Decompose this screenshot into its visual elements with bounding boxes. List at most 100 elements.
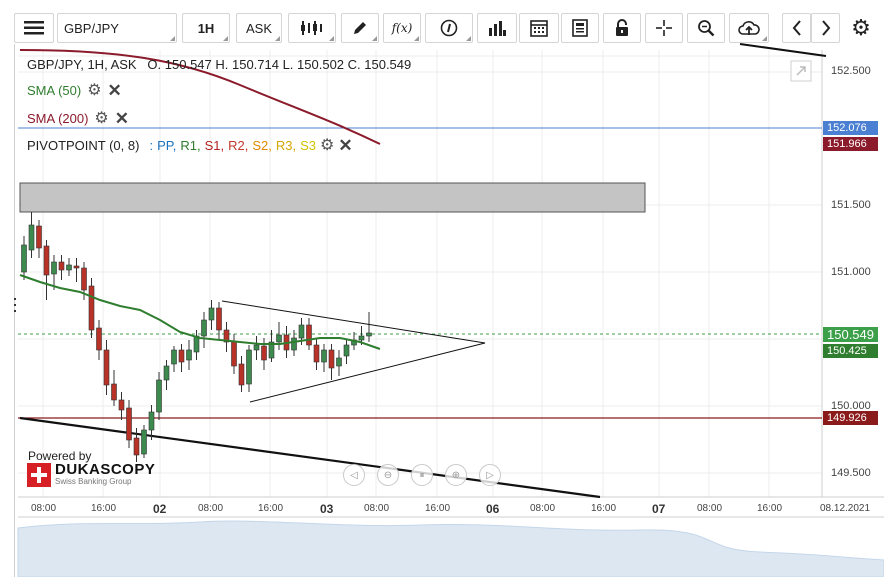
panel-handle-icon [14,298,16,312]
close-icon[interactable]: ✕ [338,135,353,155]
gear-icon[interactable]: ⚙ [87,81,102,99]
indicators-button[interactable]: f(x) [383,13,421,43]
pivot-item: R2, [228,138,249,153]
chart-toolbar: GBP/JPY 1H ASK f(x) ⚙ [0,0,884,44]
candle-body [163,365,170,381]
x-tick-label: 08:00 [31,503,57,514]
sma200-label: SMA (200) [27,111,89,126]
pivot-legend: PIVOTPOINT (0, 8) : PP, R1, S1, R2, S2, R3, S3… [27,135,353,155]
ohlc-text: GBP/JPY, 1H, ASK O. 150.547 H. 150.714 L… [27,57,412,72]
chart-type-button[interactable] [288,13,336,43]
volume-button[interactable] [477,13,517,43]
info-button[interactable] [425,13,473,43]
pivot-label: PIVOTPOINT (0, 8) [27,138,140,153]
candle-body [366,332,372,337]
scroll-forward-button[interactable]: ▷ [479,464,501,486]
instrument-selector[interactable]: GBP/JPY [57,13,177,43]
candle-body [118,399,125,411]
pivot-item: S3 [300,138,316,153]
lock-button[interactable] [603,13,641,43]
sma200-price-tag: 151.966 [823,137,878,151]
candle-body [178,349,185,363]
candle-body [231,341,237,367]
crosshair-button[interactable] [645,13,683,43]
calendar-button[interactable] [519,13,559,43]
sma50-legend: SMA (50) ⚙ ✕ [27,80,122,100]
scroll-back-button[interactable]: ◁ [343,464,365,486]
scroll-left-button[interactable] [782,13,811,43]
close-icon[interactable]: ✕ [107,80,122,100]
volume-area [17,520,884,577]
cloud-upload-icon [738,21,760,35]
menu-button[interactable] [14,13,54,43]
zoom-in-icon: ⊕ [451,469,461,481]
scroll-right-button[interactable] [811,13,840,43]
timeframe-selector[interactable]: 1H [182,13,230,43]
drawing-tools-button[interactable] [341,13,379,43]
upload-button[interactable] [729,13,769,43]
candle-body [96,327,102,351]
reset-view-button[interactable]: ⏸ [411,464,433,486]
x-tick-label: 08:00 [198,503,224,514]
instrument-label: GBP/JPY [64,20,119,36]
chevron-right-icon [821,20,830,36]
report-button[interactable] [561,13,599,43]
maximize-icon [790,60,812,82]
y-tick-label: 150.000 [831,400,871,412]
calendar-icon [530,20,548,37]
dukascopy-logo: DUKASCOPY Swiss Banking Group [27,462,155,487]
brand-tagline: Swiss Banking Group [55,477,132,486]
x-tick-label: 08:00 [364,503,390,514]
candle-body [321,349,327,363]
x-tick-label: 16:00 [91,503,117,514]
candle-body [336,357,342,367]
side-selector[interactable]: ASK [236,13,282,43]
x-tick-label-day: 02 [153,502,167,516]
gear-icon[interactable]: ⚙ [320,136,335,154]
sma200-legend: SMA (200) ⚙ ✕ [27,108,130,128]
x-tick-label: 08:00 [697,503,723,514]
candle-body [276,334,282,343]
ohlc-legend: GBP/JPY, 1H, ASK O. 150.547 H. 150.714 L… [27,57,411,72]
candle-body [358,335,365,341]
candle-body [81,267,87,291]
candle-body [88,285,95,331]
zoom-in-button[interactable]: ⊕ [445,464,467,486]
gear-icon[interactable]: ⚙ [94,109,109,127]
resistance-zone [19,182,646,213]
reset-icon: ⏸ [419,469,425,481]
candle-body [291,337,297,351]
settings-button[interactable]: ⚙ [846,13,876,43]
chart-grid [18,50,822,497]
candle-body [216,307,222,331]
candle-body [343,344,350,357]
y-tick-label: 149.500 [831,467,871,479]
pivot-item: S1, [204,138,225,153]
zoom-button[interactable] [687,13,725,43]
close-icon[interactable]: ✕ [114,108,130,128]
menu-icon [24,21,44,35]
bar-chart-icon [489,21,506,36]
candle-body [21,244,27,273]
triangle-pattern [221,300,486,403]
pivot-item: R3, [275,138,297,153]
zoom-icon [698,20,715,37]
x-tick-label: 16:00 [757,503,783,514]
pivot-item: R1, [180,138,201,153]
candle-body [298,324,305,339]
pivot-item: PP, [157,138,177,153]
y-tick-label: 152.500 [831,65,871,77]
sma50-label: SMA (50) [27,83,82,98]
candle-body [186,349,192,361]
candle-body [223,329,230,343]
zoom-out-icon: ⊖ [383,469,393,481]
y-tick-label: 151.500 [831,199,871,211]
powered-by-label: Powered by [28,449,92,463]
candle-body [103,349,110,386]
candle-body [111,383,117,401]
upper-trend-line [739,43,827,57]
crosshair-icon [656,20,672,36]
zoom-out-button[interactable]: ⊖ [377,464,399,486]
candle-body [246,349,252,385]
